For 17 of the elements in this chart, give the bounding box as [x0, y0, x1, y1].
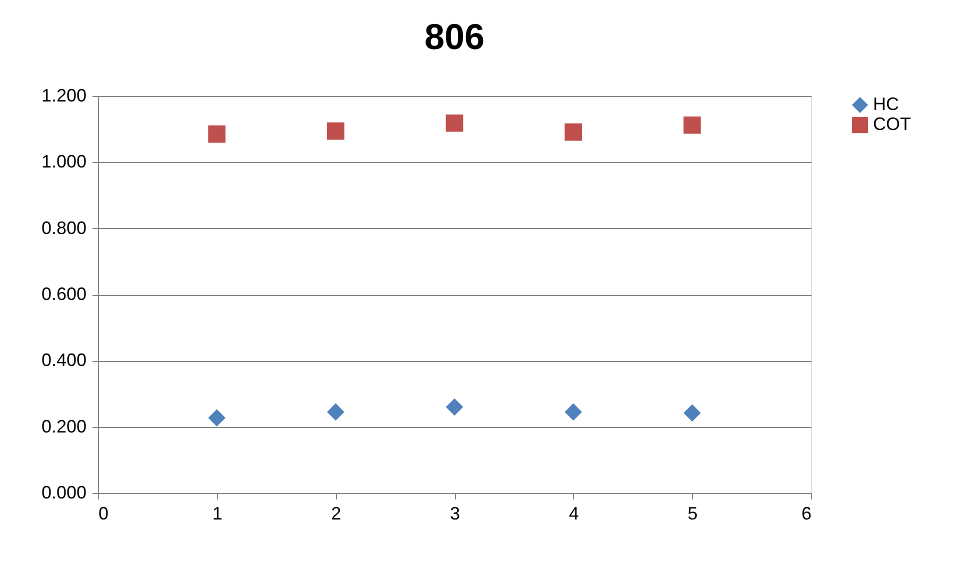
y-tick-label: 0.000: [41, 482, 86, 502]
y-tick-label: 0.200: [41, 416, 86, 436]
x-tick-label: 0: [98, 504, 109, 524]
x-tick-label: 2: [331, 504, 342, 524]
x-tick-label: 3: [450, 504, 460, 524]
y-tick-label: 1.200: [41, 86, 86, 106]
x-tick-label: 4: [568, 504, 579, 524]
x-tick-label: 6: [801, 504, 812, 524]
y-tick-label: 0.400: [41, 350, 86, 370]
legend-label: HC: [873, 94, 899, 114]
x-tick-label: 5: [688, 504, 698, 524]
y-tick-label: 1.000: [41, 152, 86, 172]
y-tick-label: 0.600: [41, 284, 86, 304]
legend-label: COT: [873, 114, 911, 134]
x-tick-label: 1: [212, 504, 222, 524]
chart-title: 806: [424, 16, 485, 57]
y-tick-label: 0.800: [41, 218, 86, 238]
